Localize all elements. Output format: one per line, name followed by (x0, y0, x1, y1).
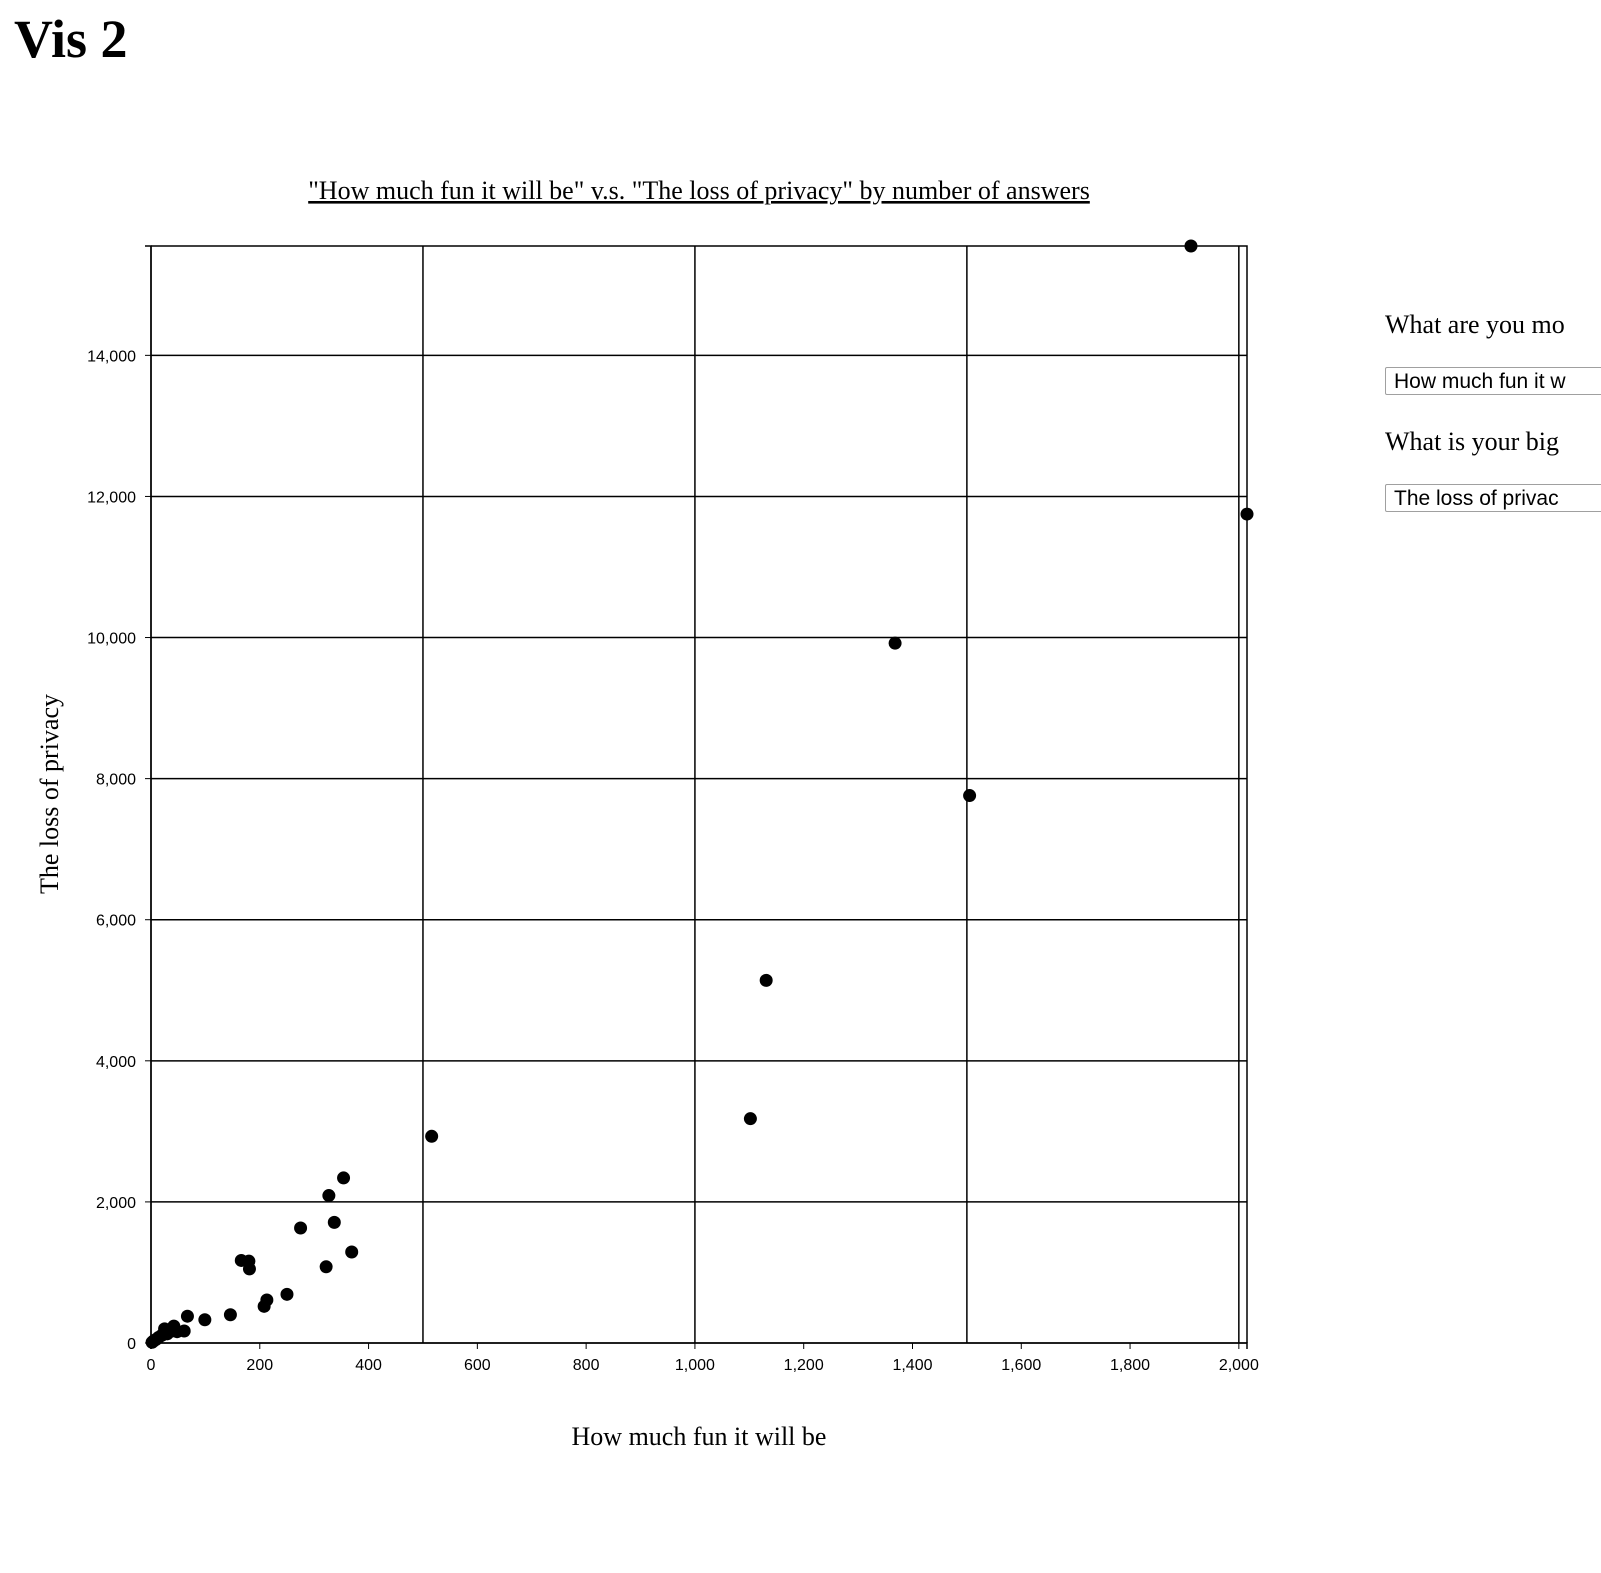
grid-lines (150, 246, 1247, 1344)
x-tick-label-8: 1,600 (1001, 1357, 1041, 1374)
x-tick-label-6: 1,200 (784, 1357, 824, 1374)
data-point-16[interactable] (280, 1287, 294, 1301)
x-axis-label: How much fun it will be (572, 1422, 827, 1451)
x-axis-ticks: 0 200 400 600 800 1,000 1,200 1,400 1,600 1,800 2,… (147, 1343, 1259, 1374)
y-tick-label-2: 4,000 (96, 1054, 136, 1071)
x-tick-label-4: 800 (573, 1357, 600, 1374)
data-point-18[interactable] (257, 1299, 271, 1313)
data-point-19[interactable] (223, 1308, 237, 1322)
x-tick-label-2: 400 (355, 1357, 382, 1374)
axes (145, 245, 1248, 1349)
x-tick-label-7: 1,400 (892, 1357, 932, 1374)
data-point-3[interactable] (963, 789, 977, 803)
data-point-21[interactable] (180, 1309, 194, 1323)
y-tick-label-5: 10,000 (87, 631, 136, 648)
page-heading: Vis 2 (14, 9, 128, 69)
data-points (145, 239, 1254, 1349)
question-2-label: What is your big (1385, 427, 1560, 456)
data-point-2[interactable] (888, 636, 902, 650)
data-point-11[interactable] (345, 1245, 359, 1259)
data-point-20[interactable] (198, 1313, 212, 1327)
y-tick-label-6: 12,000 (87, 489, 136, 506)
data-point-9[interactable] (327, 1215, 341, 1229)
x-tick-label-0: 0 (147, 1357, 156, 1374)
question-1-select[interactable]: How much fun it w (1385, 367, 1601, 395)
data-point-31[interactable] (160, 1327, 174, 1341)
x-tick-label-9: 1,800 (1110, 1357, 1150, 1374)
data-point-4[interactable] (759, 973, 773, 987)
data-point-7[interactable] (337, 1171, 351, 1185)
y-tick-label-1: 2,000 (96, 1195, 136, 1212)
data-point-6[interactable] (425, 1129, 439, 1143)
data-point-8[interactable] (322, 1189, 336, 1203)
data-point-1[interactable] (1240, 507, 1254, 521)
x-tick-label-3: 600 (464, 1357, 491, 1374)
chart-frame (151, 245, 1248, 1343)
data-point-5[interactable] (743, 1112, 757, 1126)
data-point-0[interactable] (1184, 239, 1198, 253)
data-point-32[interactable] (170, 1325, 184, 1339)
x-axis-line (150, 1342, 1248, 1349)
chart-title: "How much fun it will be" v.s. "The loss… (308, 176, 1090, 205)
y-axis-line (145, 245, 152, 1349)
x-tick-label-10: 2,000 (1219, 1357, 1259, 1374)
y-axis-ticks: 0 2,000 4,000 6,000 8,000 10,000 12,000 14,000 (87, 348, 151, 1353)
data-point-14[interactable] (242, 1262, 256, 1276)
data-point-10[interactable] (294, 1221, 308, 1235)
question-1-label: What are you mo (1385, 310, 1565, 339)
y-tick-label-7: 14,000 (87, 348, 136, 365)
y-tick-label-0: 0 (127, 1336, 136, 1353)
x-tick-label-1: 200 (246, 1357, 273, 1374)
y-axis-label: The loss of privacy (35, 694, 64, 894)
x-tick-label-5: 1,000 (675, 1357, 715, 1374)
y-tick-label-3: 6,000 (96, 913, 136, 930)
data-point-15[interactable] (319, 1260, 333, 1274)
data-point-30[interactable] (145, 1335, 159, 1349)
y-tick-label-4: 8,000 (96, 772, 136, 789)
question-2-select[interactable]: The loss of privac (1385, 484, 1601, 512)
